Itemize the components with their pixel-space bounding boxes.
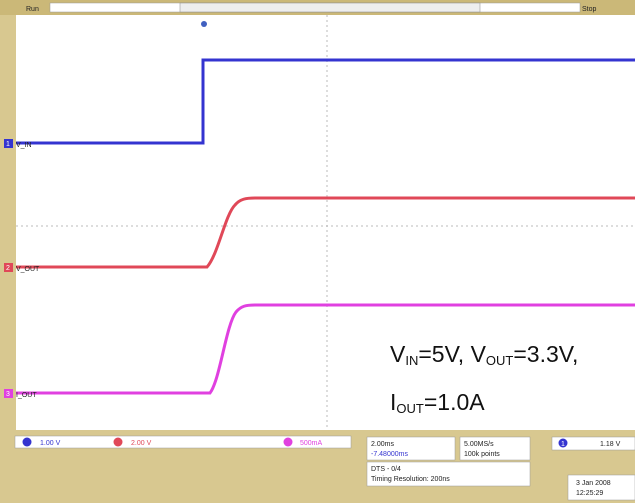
- timebase: 2.00ms: [371, 441, 394, 448]
- trigger-channel: 1: [561, 441, 565, 448]
- timebase-box: [366, 436, 456, 461]
- resolution: Timing Resolution: 200ns: [371, 476, 450, 483]
- run-state: Run: [26, 6, 39, 13]
- mode: DTS - 0/4: [371, 466, 401, 473]
- text-part: OUT: [396, 401, 424, 416]
- ch1-number: 1: [6, 141, 10, 148]
- text-part: V: [390, 341, 406, 367]
- trace-iout: [16, 303, 635, 395]
- delay: -7.48000ms: [371, 451, 408, 458]
- ch1-scale: 1.00 V: [40, 440, 61, 447]
- ch1-marker: [4, 139, 13, 148]
- view-window: [179, 2, 481, 13]
- ch2-readout-icon: [113, 437, 123, 447]
- ch2-scale: 2.00 V: [131, 440, 152, 447]
- ch3-marker: [4, 389, 13, 398]
- text-part: IN: [405, 353, 418, 368]
- ch2-marker: [4, 263, 13, 272]
- annotation-line2: IOUT=1.0A: [390, 389, 485, 416]
- ch2-label: V_OUT: [16, 266, 40, 273]
- sample-rate: 5.00MS/s: [464, 441, 494, 448]
- text-part: =1.0A: [424, 389, 485, 415]
- date: 3 Jan 2008: [576, 480, 611, 487]
- trigger-level: 1.18 V: [600, 441, 621, 448]
- trace-vin: [16, 58, 635, 145]
- stop-state: Stop: [582, 6, 597, 13]
- text-part: I: [390, 389, 396, 415]
- ch1-label: V_IN: [16, 142, 32, 149]
- ch1-readout-icon: [22, 437, 32, 447]
- graticule: [16, 15, 635, 430]
- time: 12:25:29: [576, 490, 603, 497]
- trace-vout: [16, 196, 635, 269]
- record-length: 100k points: [464, 451, 500, 458]
- datetime-box: [567, 474, 635, 501]
- info-box: [366, 461, 531, 487]
- trigger-icon: [558, 438, 568, 448]
- acquisition-box: [459, 436, 531, 461]
- trigger-marker: [201, 21, 207, 27]
- channel-readout-bar: [14, 435, 352, 449]
- text-part: =3.3V,: [513, 341, 578, 367]
- annotation-line1: VIN=5V, VOUT=3.3V,: [390, 341, 578, 368]
- ch3-label: I_OUT: [16, 392, 37, 399]
- text-part: OUT: [486, 353, 514, 368]
- ch3-readout-icon: [283, 437, 293, 447]
- ch2-number: 2: [6, 265, 10, 272]
- ch3-number: 3: [6, 391, 10, 398]
- trigger-box: [551, 436, 635, 451]
- ch3-scale: 500mA: [300, 440, 323, 447]
- text-part: =5V, V: [418, 341, 486, 367]
